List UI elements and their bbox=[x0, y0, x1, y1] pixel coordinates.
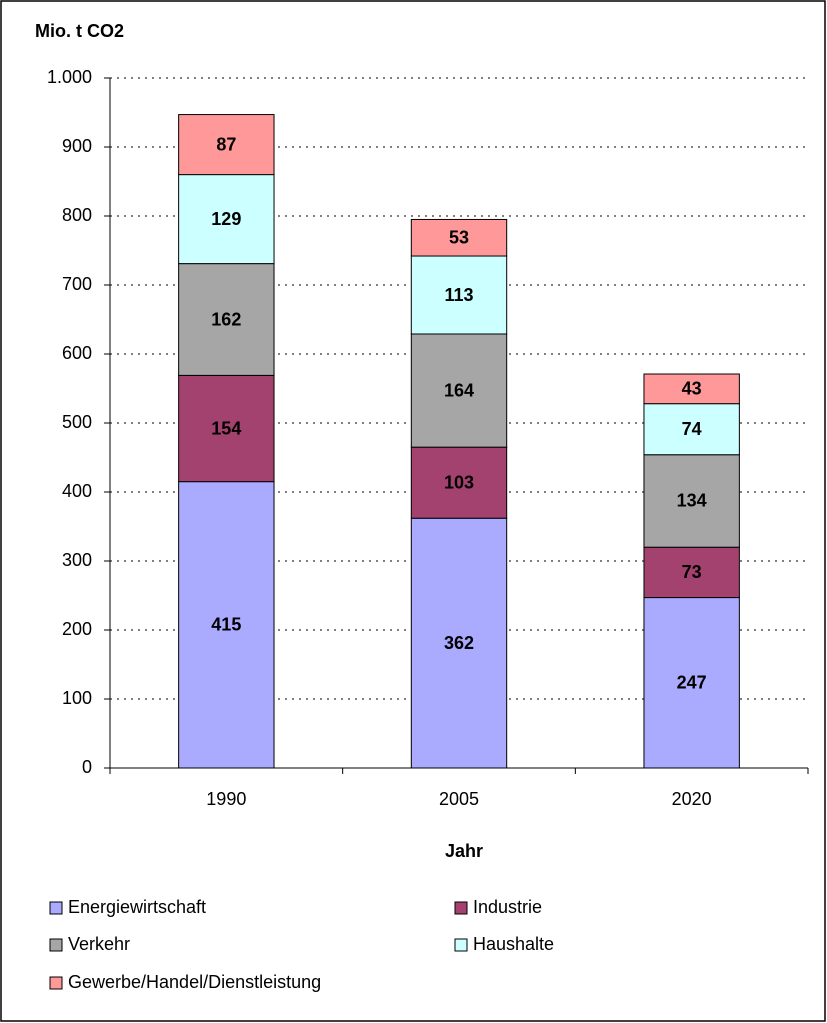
data-label: 134 bbox=[677, 491, 707, 511]
data-label: 362 bbox=[444, 633, 474, 653]
bar-segment bbox=[178, 114, 275, 176]
y-tick-label: 700 bbox=[62, 274, 92, 294]
bar-segment bbox=[178, 263, 275, 376]
legend-label: Verkehr bbox=[68, 934, 130, 954]
legend-label: Industrie bbox=[473, 897, 542, 917]
data-label: 113 bbox=[444, 285, 473, 305]
data-label: 129 bbox=[211, 209, 241, 229]
y-tick-label: 500 bbox=[62, 412, 92, 432]
data-label: 53 bbox=[449, 227, 469, 247]
legend-label: Gewerbe/Handel/Dienstleistung bbox=[68, 972, 321, 992]
bar-segment bbox=[178, 174, 275, 265]
x-axis-label: Jahr bbox=[445, 841, 483, 861]
data-label: 87 bbox=[216, 134, 236, 154]
legend-swatch bbox=[454, 901, 468, 915]
bar-segment bbox=[643, 373, 740, 405]
data-label: 74 bbox=[682, 419, 702, 439]
chart-title: Mio. t CO2 bbox=[35, 21, 124, 41]
bar-segment bbox=[410, 446, 508, 519]
x-tick-label: 2020 bbox=[672, 789, 712, 809]
bar-segment bbox=[643, 403, 740, 456]
data-label: 415 bbox=[211, 615, 241, 635]
y-tick-label: 300 bbox=[62, 550, 92, 570]
x-tick-label: 2005 bbox=[439, 789, 479, 809]
data-label: 73 bbox=[682, 562, 702, 582]
data-label: 154 bbox=[211, 418, 241, 438]
data-label: 103 bbox=[444, 472, 474, 492]
legend-swatch bbox=[49, 976, 63, 990]
y-tick-label: 600 bbox=[62, 343, 92, 363]
legend-swatch bbox=[454, 938, 468, 952]
y-tick-label: 400 bbox=[62, 481, 92, 501]
bar-segment bbox=[178, 374, 275, 483]
y-tick-label: 200 bbox=[62, 619, 92, 639]
y-tick-label: 0 bbox=[82, 757, 92, 777]
legend-swatch bbox=[49, 938, 63, 952]
y-tick-label: 100 bbox=[62, 688, 92, 708]
x-tick-label: 1990 bbox=[206, 789, 246, 809]
y-tick-label: 800 bbox=[62, 205, 92, 225]
bar-segment bbox=[643, 597, 740, 769]
bar-segment bbox=[643, 546, 740, 599]
bar-segment bbox=[410, 333, 508, 448]
data-label: 162 bbox=[211, 309, 241, 329]
bar-segment bbox=[178, 481, 275, 769]
y-tick-label: 1.000 bbox=[47, 67, 92, 87]
y-tick-label: 900 bbox=[62, 136, 92, 156]
legend-label: Haushalte bbox=[473, 934, 554, 954]
bar-segment bbox=[643, 454, 740, 548]
legend-swatch bbox=[49, 901, 63, 915]
data-label: 247 bbox=[677, 673, 707, 693]
legend-label: Energiewirtschaft bbox=[68, 897, 206, 917]
bar-segment bbox=[410, 517, 508, 769]
bar-segment bbox=[410, 255, 508, 335]
data-label: 43 bbox=[682, 379, 702, 399]
data-label: 164 bbox=[444, 380, 474, 400]
bar-segment bbox=[410, 218, 508, 257]
